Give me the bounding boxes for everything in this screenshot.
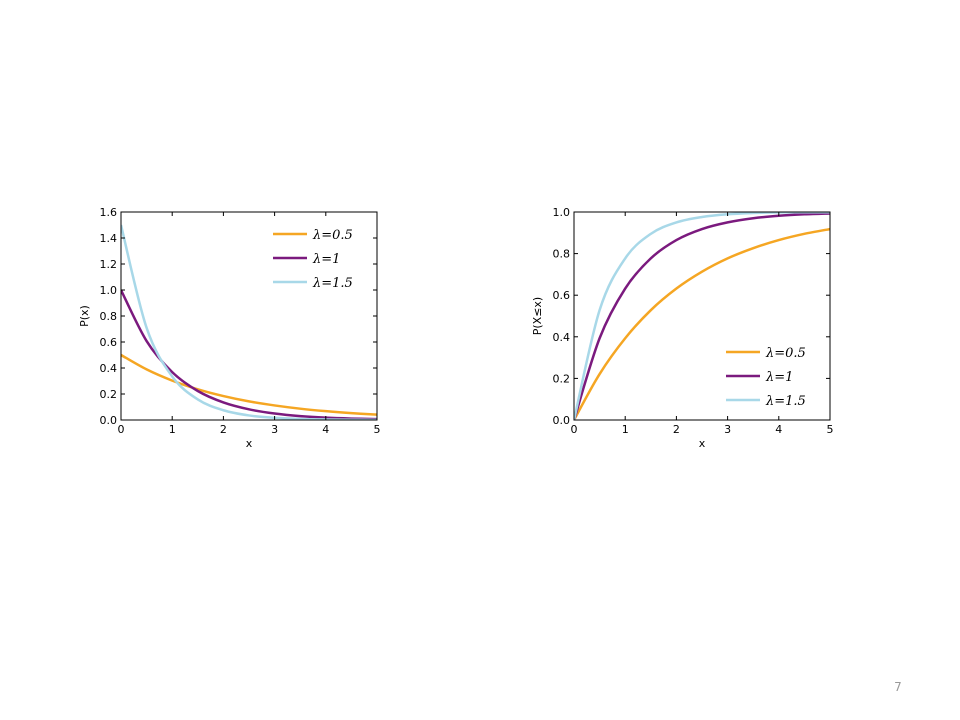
- series-line: [574, 212, 830, 420]
- series-line: [574, 227, 830, 420]
- y-tick-label: 0.4: [100, 362, 118, 375]
- y-tick-label: 0.4: [553, 331, 571, 344]
- x-tick-label: 3: [724, 423, 731, 436]
- legend-label: λ=0.5: [312, 228, 353, 243]
- y-axis-label: P(X≤x): [531, 297, 544, 335]
- legend-label: λ=1.5: [765, 394, 806, 409]
- y-tick-label: 0.8: [553, 248, 571, 261]
- x-tick-label: 2: [673, 423, 680, 436]
- axes-frame: [573, 211, 831, 421]
- y-tick-label: 1.0: [100, 284, 118, 297]
- x-tick-label: 2: [220, 423, 227, 436]
- x-tick-label: 0: [118, 423, 125, 436]
- series-line: [121, 353, 377, 416]
- series-line: [121, 289, 377, 420]
- x-tick-label: 1: [169, 423, 176, 436]
- plot: 0 1 2 3 4 5 0.0 0.2 0.4 0.6 0.8 1.0 x P(X≤x) λ=0.5 λ=1 λ…: [531, 206, 834, 450]
- y-tick-label: 0.2: [100, 388, 118, 401]
- x-axis-label: x: [246, 437, 253, 450]
- legend-label: λ=1: [312, 252, 340, 267]
- y-tick-label: 0.0: [100, 414, 118, 427]
- y-tick-label: 1.0: [553, 206, 571, 219]
- legend-label: λ=0.5: [765, 346, 806, 361]
- y-tick-label: 0.6: [100, 336, 118, 349]
- y-tick-label: 1.6: [100, 206, 118, 219]
- y-tick-label: 0.2: [553, 372, 571, 385]
- x-tick-label: 4: [775, 423, 782, 436]
- legend-label: λ=1.5: [312, 276, 353, 291]
- x-tick-label: 4: [322, 423, 329, 436]
- axes-frame: [120, 211, 378, 421]
- y-tick-label: 1.2: [100, 258, 118, 271]
- y-tick-label: 0.6: [553, 289, 571, 302]
- x-tick-label: 5: [827, 423, 834, 436]
- y-tick-label: 1.4: [100, 232, 118, 245]
- series-line: [574, 212, 830, 420]
- page-number: 7: [894, 680, 902, 694]
- x-tick-label: 5: [374, 423, 381, 436]
- legend-label: λ=1: [765, 370, 793, 385]
- x-tick-label: 1: [622, 423, 629, 436]
- x-tick-label: 0: [571, 423, 578, 436]
- y-tick-label: 0.0: [553, 414, 571, 427]
- y-tick-label: 0.8: [100, 310, 118, 323]
- y-axis-label: P(x): [78, 305, 91, 327]
- plot: 0 1 2 3 4 5 0.0 0.2 0.4 0.6 0.8 1.0 1.2 1.4 1.6 x P(x) λ=…: [78, 206, 381, 450]
- x-tick-label: 3: [271, 423, 278, 436]
- x-axis-label: x: [699, 437, 706, 450]
